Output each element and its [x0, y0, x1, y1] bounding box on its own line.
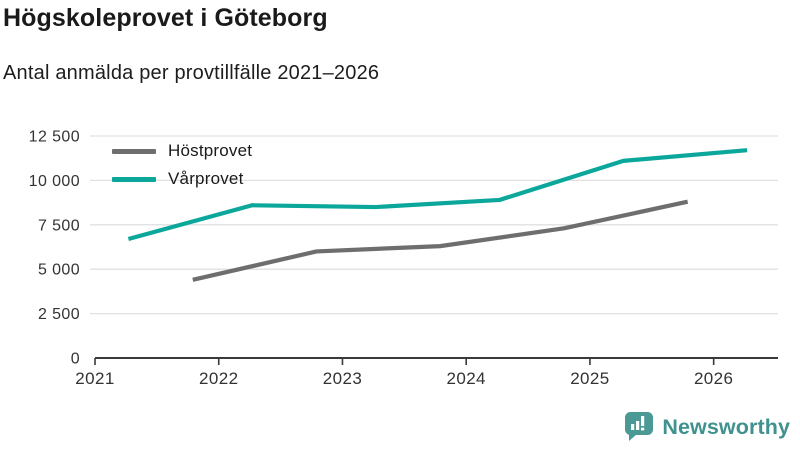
y-axis-tick-label: 10 000: [29, 173, 80, 190]
legend-label: Vårprovet: [168, 169, 244, 188]
x-axis-tick-label: 2024: [446, 369, 485, 388]
legend-label: Höstprovet: [168, 141, 253, 160]
brand-name: Newsworthy: [662, 415, 790, 439]
y-axis-tick-label: 12 500: [29, 129, 80, 146]
x-axis-tick-label: 2023: [323, 369, 362, 388]
y-axis-tick-label: 0: [71, 351, 80, 368]
hostprovet-line-swatch: [112, 148, 156, 154]
legend-item-varprovet: Vårprovet: [112, 165, 252, 193]
y-axis-tick-label: 2 500: [38, 306, 80, 323]
x-axis-tick-label: 2026: [694, 369, 733, 388]
legend-item-hostprovet: Höstprovet: [112, 137, 252, 165]
x-axis-tick-label: 2022: [199, 369, 238, 388]
x-axis-tick-label: 2021: [75, 369, 114, 388]
y-axis-tick-label: 5 000: [38, 262, 80, 279]
chart-subtitle: Antal anmälda per provtillfälle 2021–202…: [3, 62, 380, 84]
chart-title: Högskoleprovet i Göteborg: [3, 4, 328, 32]
series-line-Höstprovet: [192, 199, 689, 282]
varprovet-line-swatch: [112, 176, 156, 182]
x-axis-tick-label: 2025: [570, 369, 609, 388]
line-chart: 0 2 500 5 000 7 500 10 000 12 500 2021 2022 2023…: [29, 129, 778, 388]
newsworthy-logo: Newsworthy: [624, 412, 790, 443]
bar-chart-speech-bubble-icon: [625, 412, 654, 441]
y-axis-tick-label: 7 500: [38, 217, 80, 234]
plot-area: 0 2 500 5 000 7 500 10 000 12 500 2021 2022 2023…: [29, 129, 778, 388]
series-line-Vårprovet: [127, 148, 748, 242]
legend: Höstprovet Vårprovet: [112, 137, 252, 193]
